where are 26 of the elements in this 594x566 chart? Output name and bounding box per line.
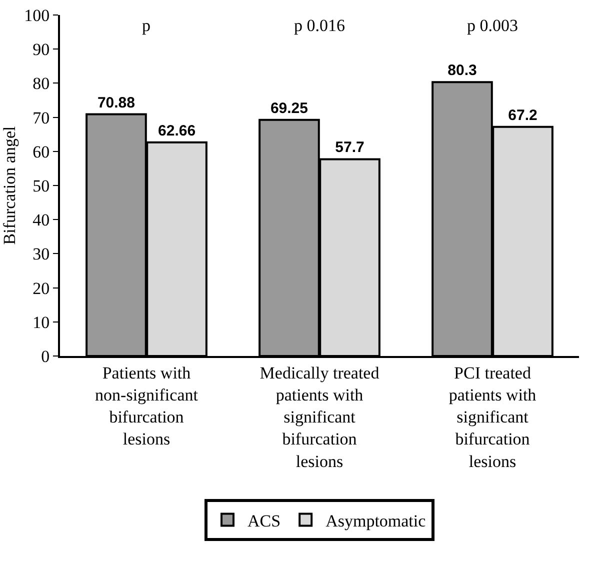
y-tick-label: 80 <box>32 74 50 94</box>
y-tick-label: 60 <box>32 142 50 162</box>
data-label: 69.25 <box>270 100 308 117</box>
y-tick-label: 40 <box>32 210 50 230</box>
y-tick-label: 10 <box>32 312 50 332</box>
y-tick-label: 20 <box>32 278 50 298</box>
data-label: 70.88 <box>97 94 135 112</box>
legend-label: Asymptomatic <box>326 511 426 530</box>
data-label: 80.3 <box>448 62 477 80</box>
data-label: 67.2 <box>508 106 538 124</box>
y-axis-title: Bifurcation angel <box>0 126 19 245</box>
annotation: p <box>142 16 150 35</box>
x-tick-label: Medically treated patients with significant bifurcation lesions <box>260 363 380 471</box>
legend-label: ACS <box>248 511 281 530</box>
data-label: 57.7 <box>335 139 364 156</box>
y-tick-label: 0 <box>41 346 50 366</box>
y-tick-label: 50 <box>32 176 50 196</box>
y-tick-label: 100 <box>24 6 50 25</box>
y-tick-label: 30 <box>32 244 50 264</box>
annotation: p 0.003 <box>467 16 518 35</box>
annotation: p 0.016 <box>294 16 345 35</box>
y-tick-label: 90 <box>32 40 50 60</box>
x-tick-label: Patients with non-significant bifurcation lesions <box>95 363 198 449</box>
y-tick-label: 70 <box>32 108 50 128</box>
x-tick-label: PCI treated patients with significant bifurcation lesions <box>448 363 537 471</box>
data-label: 62.66 <box>158 122 196 140</box>
